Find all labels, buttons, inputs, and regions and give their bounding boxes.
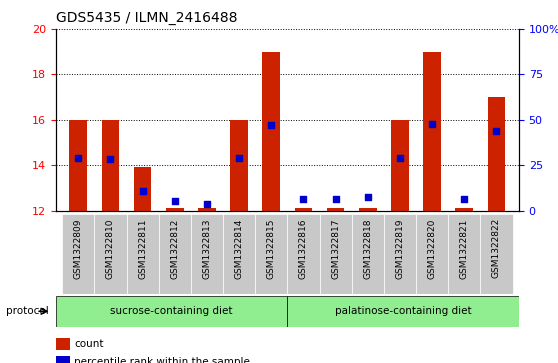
Point bbox=[203, 201, 211, 207]
Text: palatinose-containing diet: palatinose-containing diet bbox=[335, 306, 472, 316]
Bar bbox=[287, 296, 519, 327]
Bar bbox=[166, 208, 184, 211]
Text: percentile rank within the sample: percentile rank within the sample bbox=[74, 357, 250, 363]
Bar bbox=[384, 214, 416, 294]
Bar bbox=[262, 52, 280, 211]
Bar bbox=[480, 214, 512, 294]
Bar bbox=[127, 214, 158, 294]
Bar bbox=[255, 214, 287, 294]
Bar bbox=[62, 214, 94, 294]
Bar bbox=[424, 52, 441, 211]
Bar bbox=[56, 356, 70, 363]
Point bbox=[106, 156, 115, 162]
Bar bbox=[69, 120, 87, 211]
Bar bbox=[455, 208, 473, 211]
Point bbox=[138, 189, 147, 195]
Bar bbox=[158, 214, 191, 294]
Bar bbox=[198, 208, 216, 211]
Bar bbox=[359, 208, 377, 211]
Text: GSM1322822: GSM1322822 bbox=[492, 218, 501, 278]
Bar bbox=[327, 208, 344, 211]
Bar bbox=[191, 214, 223, 294]
Text: GSM1322811: GSM1322811 bbox=[138, 218, 147, 279]
Point bbox=[267, 122, 276, 128]
Bar bbox=[352, 214, 384, 294]
Point bbox=[235, 155, 244, 161]
Text: count: count bbox=[74, 339, 104, 349]
Point bbox=[299, 196, 308, 201]
Text: GSM1322819: GSM1322819 bbox=[396, 218, 405, 279]
Point bbox=[460, 196, 469, 201]
Point bbox=[363, 194, 372, 200]
Bar bbox=[94, 214, 127, 294]
Point bbox=[170, 199, 179, 204]
Text: GSM1322810: GSM1322810 bbox=[106, 218, 115, 279]
Text: GSM1322814: GSM1322814 bbox=[234, 218, 244, 278]
Bar bbox=[320, 214, 352, 294]
Text: GSM1322815: GSM1322815 bbox=[267, 218, 276, 279]
Text: GDS5435 / ILMN_2416488: GDS5435 / ILMN_2416488 bbox=[56, 11, 237, 25]
Point bbox=[492, 128, 501, 134]
Text: GSM1322809: GSM1322809 bbox=[74, 218, 83, 279]
Bar bbox=[134, 167, 151, 211]
Bar bbox=[56, 296, 287, 327]
Bar bbox=[416, 214, 448, 294]
Text: GSM1322821: GSM1322821 bbox=[460, 218, 469, 278]
Bar bbox=[295, 208, 312, 211]
Point bbox=[74, 155, 83, 161]
Point bbox=[427, 121, 436, 127]
Point bbox=[331, 196, 340, 201]
Text: GSM1322818: GSM1322818 bbox=[363, 218, 372, 279]
Bar bbox=[287, 214, 320, 294]
Text: GSM1322817: GSM1322817 bbox=[331, 218, 340, 279]
Point bbox=[396, 155, 405, 161]
Text: sucrose-containing diet: sucrose-containing diet bbox=[110, 306, 233, 316]
Bar bbox=[230, 120, 248, 211]
Bar bbox=[488, 97, 506, 211]
Bar bbox=[448, 214, 480, 294]
Bar bbox=[102, 120, 119, 211]
Bar bbox=[391, 120, 409, 211]
Text: GSM1322813: GSM1322813 bbox=[203, 218, 211, 279]
Text: GSM1322820: GSM1322820 bbox=[427, 218, 436, 278]
Text: protocol: protocol bbox=[6, 306, 49, 316]
Bar bbox=[223, 214, 255, 294]
Text: GSM1322812: GSM1322812 bbox=[170, 218, 179, 278]
Bar bbox=[56, 338, 70, 350]
Text: GSM1322816: GSM1322816 bbox=[299, 218, 308, 279]
